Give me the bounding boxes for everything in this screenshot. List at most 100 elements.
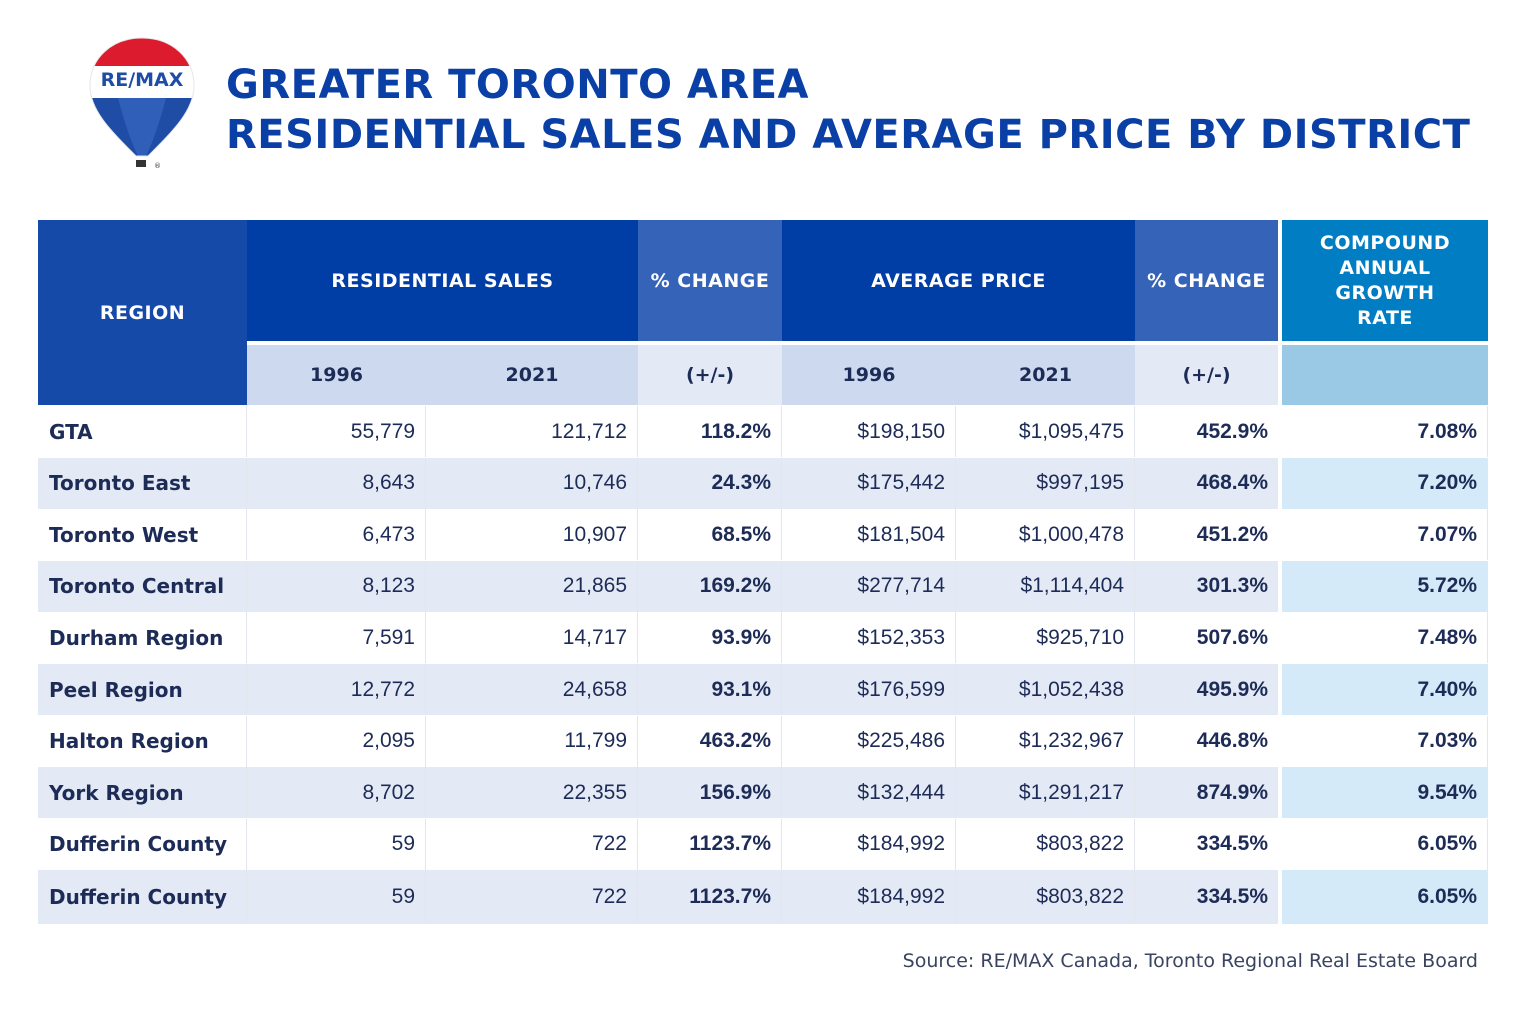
subheader-sales-2021: 2021: [426, 345, 638, 405]
title-line-2: RESIDENTIAL SALES AND AVERAGE PRICE BY D…: [226, 112, 1471, 158]
table-row: Halton Region 2,095 11,799 463.2% $225,486 $1…: [38, 715, 1488, 767]
subheader-cagr: [1282, 345, 1488, 405]
cell-cagr: 7.08%: [1282, 406, 1488, 457]
cell-sales-2021: 14,717: [426, 612, 638, 664]
cell-sales-2021: 10,746: [426, 457, 638, 509]
cell-price-1996: $184,992: [782, 870, 956, 925]
cell-cagr: 7.03%: [1282, 715, 1488, 767]
cell-cagr: 7.40%: [1282, 664, 1488, 715]
cell-cagr: 6.05%: [1282, 818, 1488, 870]
cell-sales-2021: 722: [426, 818, 638, 870]
cell-sales-1996: 59: [247, 818, 426, 870]
subheader-price-2021: 2021: [956, 345, 1135, 405]
cell-sales-change: 1123.7%: [638, 870, 782, 925]
source-note: Source: RE/MAX Canada, Toronto Regional …: [902, 950, 1478, 972]
cell-price-1996: $175,442: [782, 457, 956, 509]
header-region: REGION: [38, 220, 247, 405]
cell-sales-1996: 8,702: [247, 767, 426, 819]
cell-sales-1996: 6,473: [247, 509, 426, 561]
cell-region: Toronto West: [38, 509, 247, 561]
cell-price-2021: $1,095,475: [956, 406, 1135, 457]
cell-price-change: 874.9%: [1135, 767, 1282, 819]
page-title: GREATER TORONTO AREA RESIDENTIAL SALES A…: [226, 60, 1470, 160]
cell-sales-1996: 12,772: [247, 664, 426, 715]
title-line-1: GREATER TORONTO AREA: [226, 62, 809, 108]
table-row: Dufferin County 59 722 1123.7% $184,992 $803,…: [38, 818, 1488, 870]
cell-price-2021: $1,000,478: [956, 509, 1135, 561]
cell-sales-2021: 11,799: [426, 715, 638, 767]
subheader-price-change: (+/-): [1135, 345, 1278, 405]
cell-sales-change: 93.1%: [638, 664, 782, 715]
cell-region: York Region: [38, 767, 247, 819]
table-row: Dufferin County 59 722 1123.7% $184,992 $803,…: [38, 870, 1488, 925]
cell-price-2021: $1,114,404: [956, 560, 1135, 612]
cell-cagr: 6.05%: [1282, 870, 1488, 925]
cell-price-1996: $225,486: [782, 715, 956, 767]
cell-sales-change: 1123.7%: [638, 818, 782, 870]
table-row: Toronto West 6,473 10,907 68.5% $181,504 $1,0…: [38, 509, 1488, 561]
cell-region: Toronto East: [38, 457, 247, 509]
cell-price-1996: $152,353: [782, 612, 956, 664]
cell-region: Durham Region: [38, 612, 247, 664]
cell-region: Dufferin County: [38, 870, 247, 925]
cell-sales-change: 156.9%: [638, 767, 782, 819]
svg-text:RE/MAX: RE/MAX: [101, 69, 184, 91]
cell-region: Halton Region: [38, 715, 247, 767]
cell-sales-change: 118.2%: [638, 406, 782, 457]
table-row: Durham Region 7,591 14,717 93.9% $152,353 $92…: [38, 612, 1488, 664]
table-row: Peel Region 12,772 24,658 93.1% $176,599 $1,0…: [38, 664, 1488, 715]
header-price-change: % CHANGE: [1135, 220, 1278, 341]
cell-sales-2021: 24,658: [426, 664, 638, 715]
table-row: York Region 8,702 22,355 156.9% $132,444 $1,2…: [38, 767, 1488, 819]
cell-sales-1996: 2,095: [247, 715, 426, 767]
subheader-sales-1996: 1996: [247, 345, 426, 405]
cell-sales-1996: 7,591: [247, 612, 426, 664]
cell-price-1996: $181,504: [782, 509, 956, 561]
cell-sales-change: 68.5%: [638, 509, 782, 561]
svg-text:®: ®: [154, 162, 161, 170]
cell-cagr: 7.20%: [1282, 457, 1488, 509]
header-residential-sales: RESIDENTIAL SALES: [247, 220, 638, 341]
cell-price-2021: $803,822: [956, 870, 1135, 925]
cell-region: Toronto Central: [38, 560, 247, 612]
remax-balloon-logo: RE/MAX ®: [89, 37, 195, 170]
cell-price-change: 451.2%: [1135, 509, 1282, 561]
cell-sales-change: 93.9%: [638, 612, 782, 664]
cell-price-1996: $132,444: [782, 767, 956, 819]
cell-region: Peel Region: [38, 664, 247, 715]
cell-price-change: 507.6%: [1135, 612, 1282, 664]
cell-price-2021: $1,052,438: [956, 664, 1135, 715]
cell-sales-change: 24.3%: [638, 457, 782, 509]
cell-price-1996: $184,992: [782, 818, 956, 870]
cell-price-1996: $176,599: [782, 664, 956, 715]
cell-cagr: 7.07%: [1282, 509, 1488, 561]
cell-price-2021: $1,291,217: [956, 767, 1135, 819]
cell-sales-change: 169.2%: [638, 560, 782, 612]
table-row: Toronto East 8,643 10,746 24.3% $175,442 $997…: [38, 457, 1488, 509]
cell-sales-1996: 55,779: [247, 406, 426, 457]
header-average-price: AVERAGE PRICE: [782, 220, 1135, 341]
cell-price-change: 334.5%: [1135, 818, 1282, 870]
header-cagr: COMPOUND ANNUAL GROWTH RATE: [1282, 220, 1488, 341]
cell-cagr: 5.72%: [1282, 560, 1488, 612]
subheader-sales-change: (+/-): [638, 345, 782, 405]
cell-region: GTA: [38, 406, 247, 457]
cell-sales-1996: 8,643: [247, 457, 426, 509]
cell-cagr: 7.48%: [1282, 612, 1488, 664]
cell-price-2021: $1,232,967: [956, 715, 1135, 767]
cell-price-change: 452.9%: [1135, 406, 1282, 457]
cell-sales-2021: 121,712: [426, 406, 638, 457]
cell-price-2021: $997,195: [956, 457, 1135, 509]
table-row: Toronto Central 8,123 21,865 169.2% $277,714…: [38, 560, 1488, 612]
cell-sales-1996: 8,123: [247, 560, 426, 612]
cell-sales-1996: 59: [247, 870, 426, 925]
cell-sales-2021: 10,907: [426, 509, 638, 561]
cell-price-change: 468.4%: [1135, 457, 1282, 509]
cell-sales-2021: 722: [426, 870, 638, 925]
cell-sales-2021: 22,355: [426, 767, 638, 819]
cell-price-1996: $277,714: [782, 560, 956, 612]
cell-sales-2021: 21,865: [426, 560, 638, 612]
cell-price-1996: $198,150: [782, 406, 956, 457]
cell-price-2021: $803,822: [956, 818, 1135, 870]
cell-region: Dufferin County: [38, 818, 247, 870]
